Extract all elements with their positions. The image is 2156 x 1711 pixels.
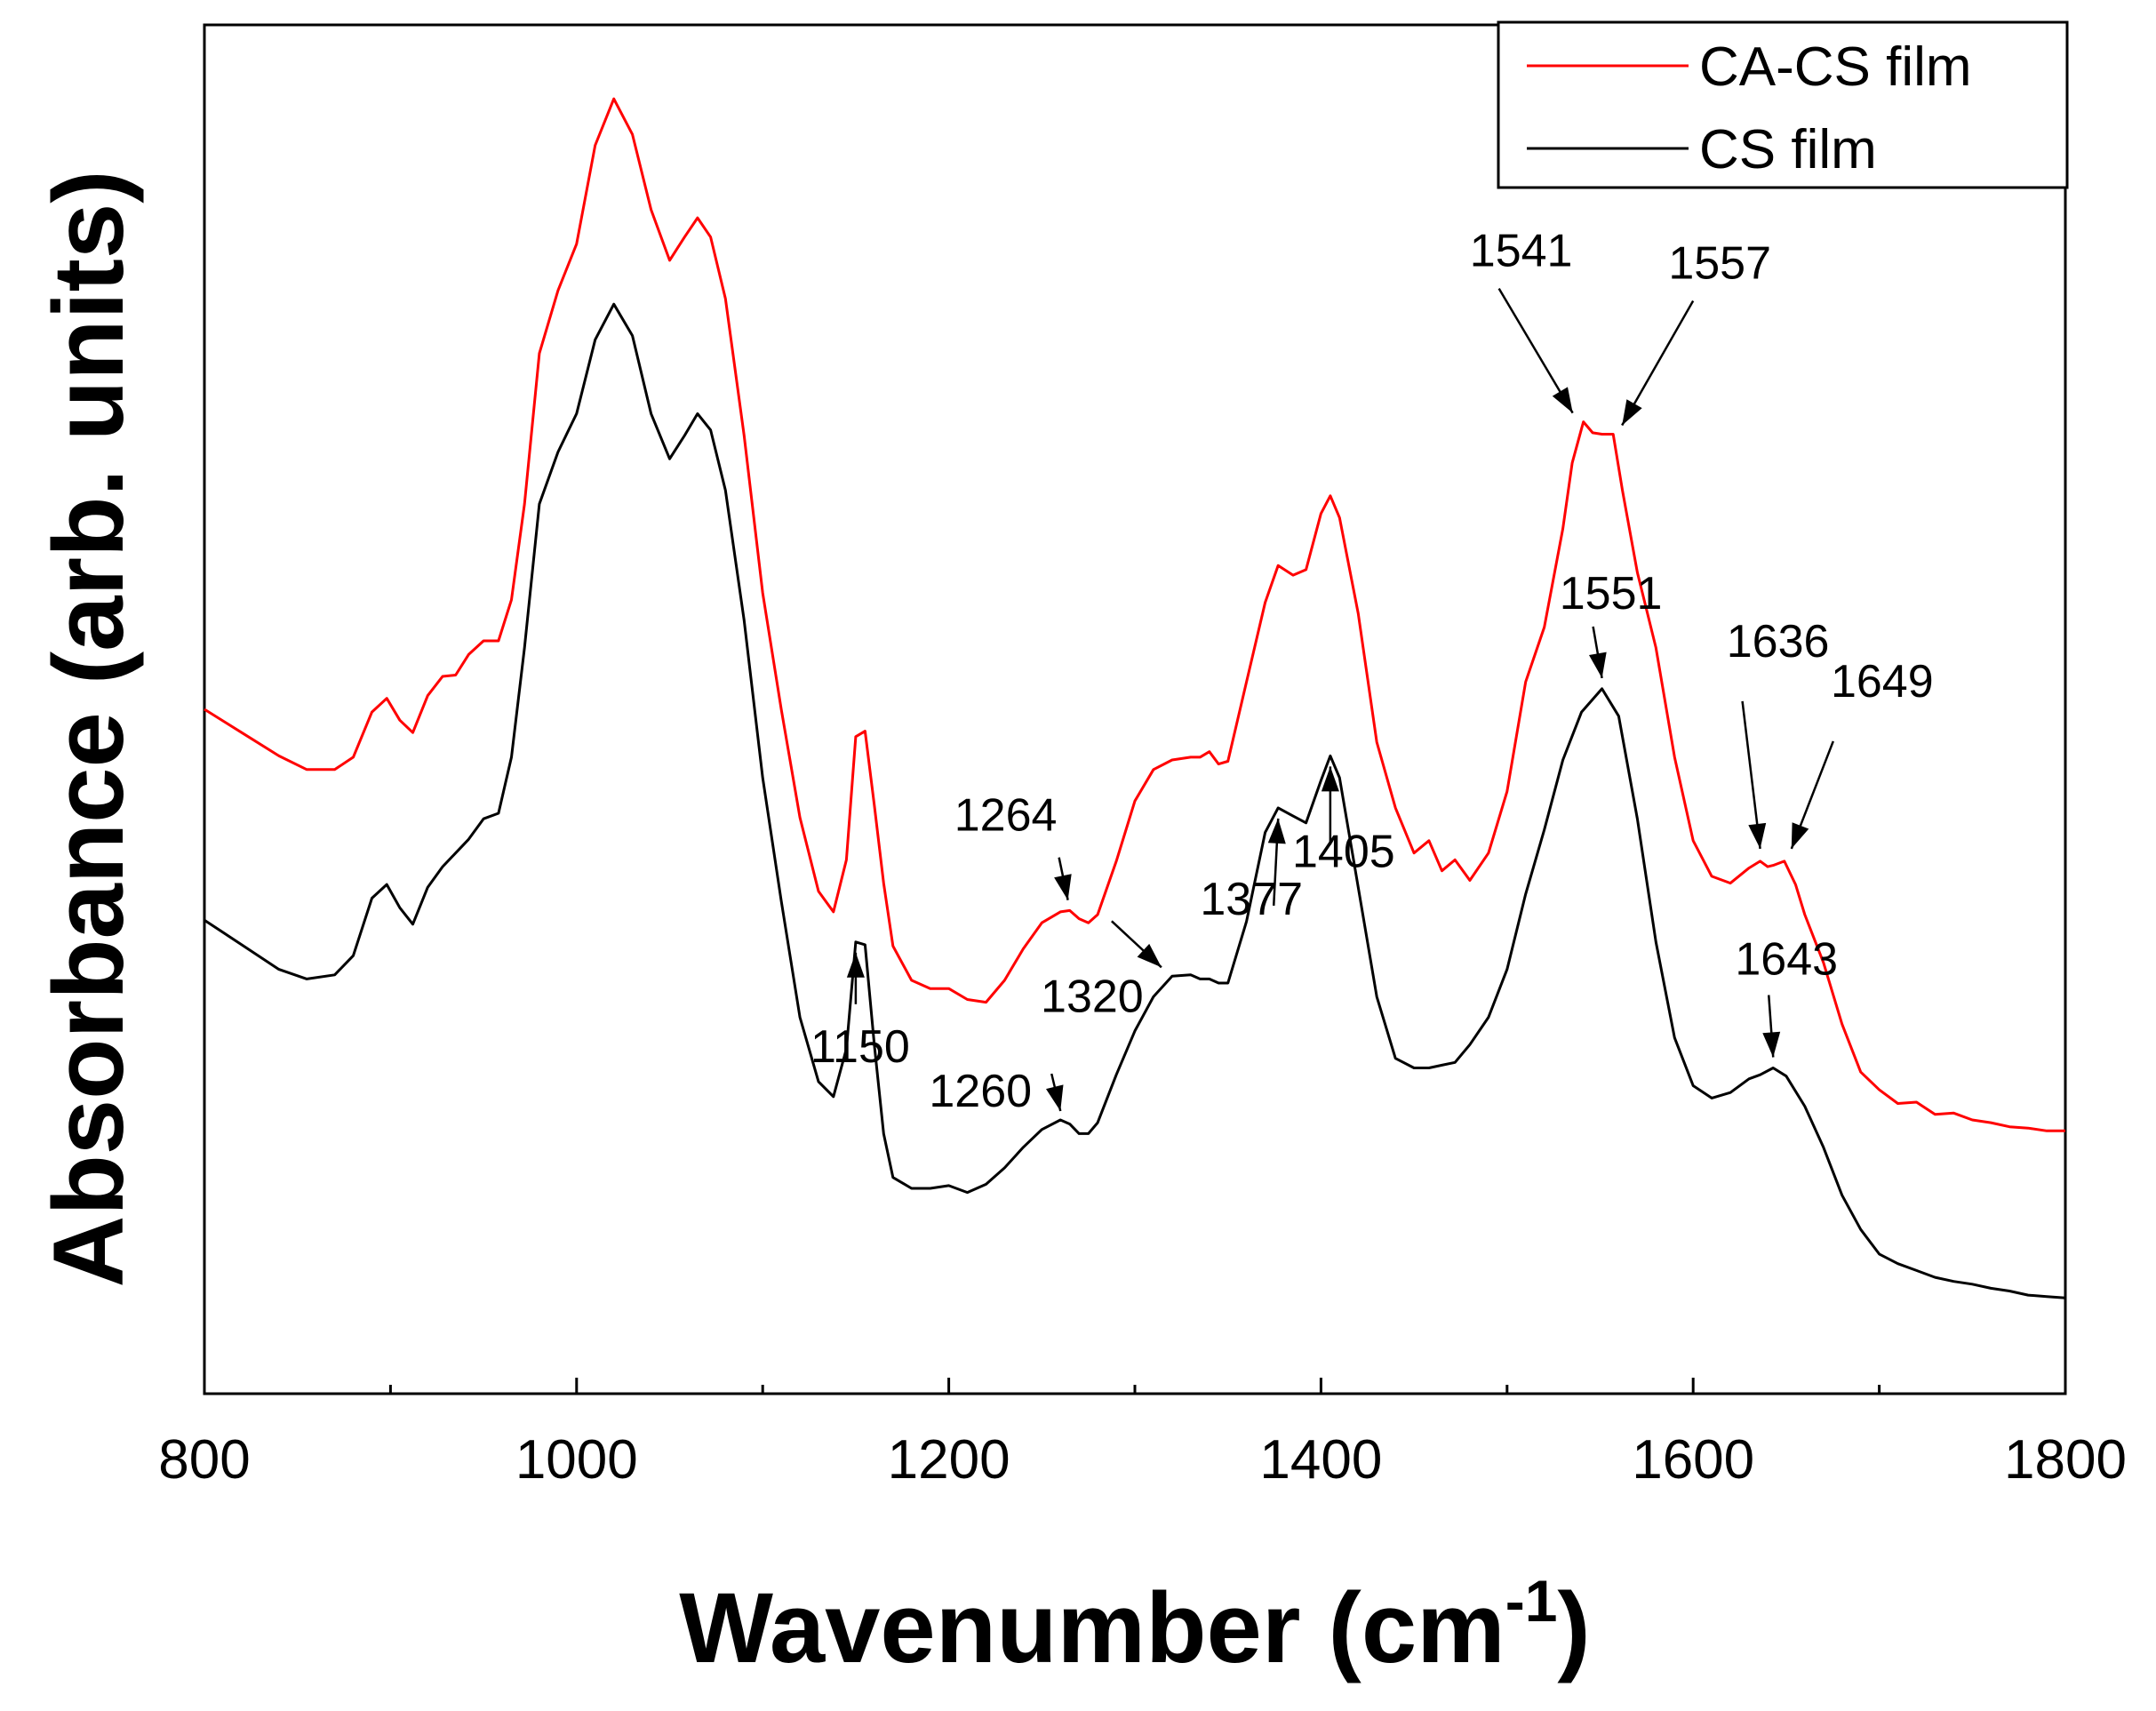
annotation-arrowhead (1791, 822, 1809, 849)
x-tick-label: 800 (158, 1429, 250, 1491)
annotation-label: 1260 (929, 1066, 1032, 1117)
annotation-arrowhead (846, 952, 865, 978)
annotation-label: 1405 (1292, 826, 1395, 877)
plot-frame (203, 23, 2067, 1395)
x-axis-ticks: 800 1000 1200 1400 1600 1800 (158, 1378, 2127, 1491)
annotation-label: 1264 (954, 790, 1058, 842)
annotation-label: 1636 (1727, 616, 1830, 668)
annotation-label: 1320 (1041, 971, 1144, 1022)
annotation-arrowhead (1589, 652, 1607, 678)
legend-box (1497, 20, 2069, 189)
annotation-arrowhead (1552, 387, 1573, 413)
annotation-label: 1377 (1200, 874, 1303, 925)
annotation-arrowhead (1054, 874, 1072, 900)
series-layer (204, 97, 2066, 1299)
annotation-arrowhead (1622, 399, 1642, 426)
annotation-arrowhead (1046, 1084, 1064, 1111)
series-line-ca-cs-film (204, 97, 2065, 1132)
annotation-arrowhead (1267, 818, 1286, 844)
legend-label-ca-cs: CA-CS film (1699, 36, 1972, 98)
annotation-arrowhead (1137, 943, 1162, 968)
x-axis-title: Wavenumber (cm-1) (679, 1568, 1590, 1683)
annotation-arrowhead (1321, 766, 1339, 792)
annotation-label: 1150 (810, 1021, 910, 1073)
legend: CA-CS film CS film (1497, 20, 2069, 189)
x-tick-label: 1600 (1632, 1429, 1754, 1491)
annotation-label: 1557 (1668, 237, 1771, 289)
x-tick-label: 1000 (515, 1429, 638, 1491)
annotation-arrowhead (1748, 822, 1767, 849)
y-axis-title: Absorbance (arb. units) (33, 170, 144, 1287)
x-tick-label: 1400 (1259, 1429, 1382, 1491)
annotation-arrowhead (1762, 1031, 1781, 1058)
annotation-label: 1649 (1831, 656, 1934, 708)
x-tick-label: 1800 (2004, 1429, 2127, 1491)
annotation-label: 1551 (1560, 568, 1663, 620)
series-line-cs-film (204, 302, 2066, 1299)
annotation-label: 1541 (1470, 226, 1573, 277)
annotation-label: 1643 (1735, 933, 1838, 985)
legend-label-cs: CS film (1699, 119, 1877, 180)
x-tick-label: 1200 (888, 1429, 1010, 1491)
